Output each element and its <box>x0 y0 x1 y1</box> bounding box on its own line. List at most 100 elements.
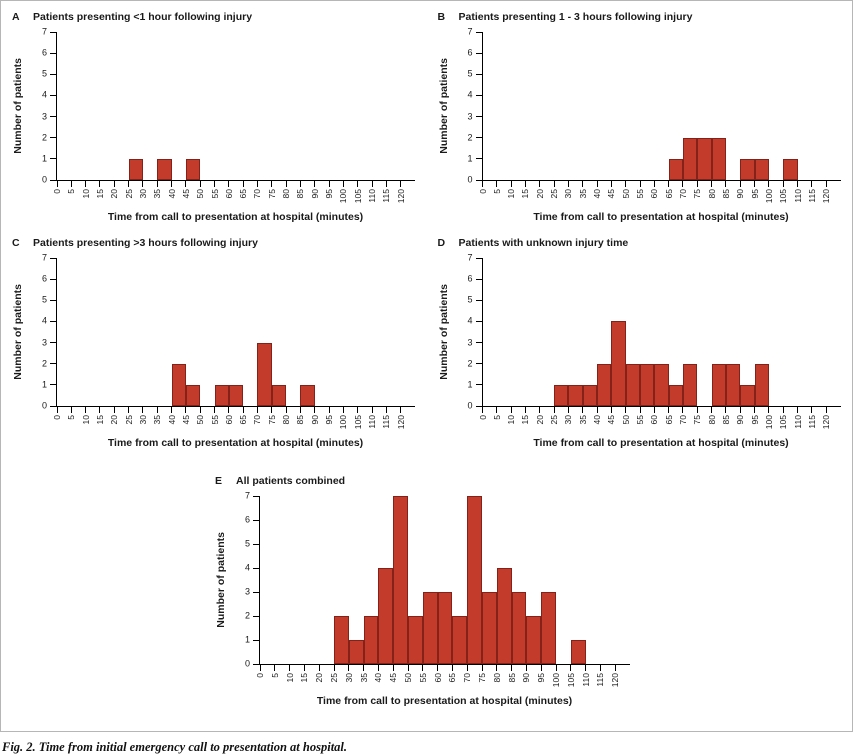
x-tick <box>199 407 201 413</box>
x-tick-label: 50 <box>620 189 631 199</box>
x-tick-label: 120 <box>609 673 620 688</box>
panel-a-title: A Patients presenting <1 hour following i… <box>12 11 427 23</box>
x-tick-label: 45 <box>180 189 191 199</box>
x-tick-label: 55 <box>209 189 220 199</box>
x-tick <box>318 665 320 671</box>
x-tick <box>653 181 655 187</box>
x-tick-label: 50 <box>620 415 631 425</box>
x-tick <box>371 181 373 187</box>
x-tick <box>333 665 335 671</box>
x-tick-label: 30 <box>563 189 574 199</box>
x-tick-label: 95 <box>749 415 760 425</box>
x-tick <box>371 407 373 413</box>
y-tick <box>50 31 56 33</box>
y-tick <box>253 663 259 665</box>
x-tick-label: 40 <box>373 673 384 683</box>
x-tick <box>70 407 72 413</box>
y-tick-label: 7 <box>41 26 47 37</box>
x-tick-label: 85 <box>720 189 731 199</box>
x-tick-label: 95 <box>535 673 546 683</box>
panel-d-ylabel-col: Number of patients <box>436 258 452 406</box>
histogram-bar <box>568 384 583 406</box>
x-tick <box>299 407 301 413</box>
x-tick <box>725 181 727 187</box>
figure-row-1: A Patients presenting <1 hour following i… <box>1 11 852 223</box>
x-tick <box>653 407 655 413</box>
y-tick-label: 2 <box>467 132 473 143</box>
x-tick <box>739 181 741 187</box>
x-tick <box>797 407 799 413</box>
x-tick <box>596 407 598 413</box>
y-axis-label: Number of patients <box>437 58 450 154</box>
panel-c-ylabel-col: Number of patients <box>10 258 26 406</box>
x-tick-label: 75 <box>692 189 703 199</box>
y-axis-label: Number of patients <box>437 284 450 380</box>
x-tick-label: 95 <box>323 415 334 425</box>
x-tick-label: 15 <box>94 189 105 199</box>
x-tick-label: 120 <box>820 415 831 430</box>
x-tick-label: 65 <box>663 189 674 199</box>
x-tick <box>510 181 512 187</box>
x-tick <box>363 665 365 671</box>
x-tick-label: 10 <box>80 415 91 425</box>
x-tick <box>113 181 115 187</box>
x-tick <box>113 407 115 413</box>
histogram-bar <box>725 363 741 406</box>
panel-b-plotwrap: 0 1 2 3 4 5 6 7 0 5 10 15 20 25 30 35 40 45 50 55 60 65 70 75 80… <box>467 27 841 223</box>
histogram-bar <box>754 158 769 180</box>
y-tick-label: 4 <box>467 315 473 326</box>
y-tick-label: 4 <box>244 562 250 573</box>
x-tick <box>585 665 587 671</box>
panel-e-title: E All patients combined <box>215 475 630 487</box>
histogram-bar <box>625 363 640 406</box>
x-tick-label: 80 <box>706 189 717 199</box>
x-tick <box>555 665 557 671</box>
x-tick <box>171 181 173 187</box>
histogram-bar <box>363 616 379 664</box>
x-tick-label: 115 <box>595 673 606 687</box>
y-tick <box>475 73 482 75</box>
x-tick-label: 65 <box>447 673 458 683</box>
x-tick-label: 115 <box>806 415 817 429</box>
histogram-plot-b: 0 1 2 3 4 5 6 7 0 5 10 15 20 25 30 35 40 45 50 55 60 65 70 75 80… <box>467 27 841 203</box>
x-tick-label: 105 <box>352 189 363 204</box>
x-tick-label: 20 <box>534 189 545 199</box>
x-tick-label: 30 <box>343 673 354 683</box>
x-tick-label: 45 <box>180 415 191 425</box>
histogram-bar <box>668 384 683 406</box>
x-tick-label: 35 <box>151 415 162 425</box>
panel-b-chart: Number of patients 0 1 2 3 4 5 6 7 0 5 10 15 20 25 30 3… <box>436 27 853 223</box>
x-tick-label: 0 <box>51 189 62 194</box>
histogram-bar <box>597 363 612 406</box>
x-tick <box>85 407 87 413</box>
panel-a: A Patients presenting <1 hour following i… <box>1 11 427 223</box>
x-tick <box>567 407 569 413</box>
figure-caption: Fig. 2. Time from initial emergency call… <box>2 740 348 754</box>
x-tick-label: 80 <box>280 415 291 425</box>
histogram-bar <box>171 363 186 406</box>
x-tick-label: 15 <box>94 415 105 425</box>
x-axis-label: Time from call to presentation at hospit… <box>533 211 789 223</box>
x-tick <box>539 181 541 187</box>
histogram-bar <box>228 384 244 406</box>
y-tick <box>253 495 259 497</box>
x-tick <box>754 181 756 187</box>
y-tick-label: 0 <box>467 174 473 185</box>
x-tick <box>768 407 770 413</box>
x-tick <box>328 181 330 187</box>
x-tick-label: 75 <box>476 673 487 683</box>
x-tick <box>496 665 498 671</box>
x-tick-label: 45 <box>387 673 398 683</box>
x-tick <box>496 407 498 413</box>
x-tick-label: 80 <box>491 673 502 683</box>
y-tick <box>475 299 482 301</box>
x-tick-label: 95 <box>749 189 760 199</box>
x-axis-label: Time from call to presentation at hospit… <box>316 695 573 707</box>
y-tick-label: 7 <box>467 252 473 263</box>
y-tick <box>475 31 482 33</box>
x-tick-label: 20 <box>534 415 545 425</box>
histogram-plot-a: 0 1 2 3 4 5 6 7 0 5 10 15 20 25 30 35 40 45 50 55 60 65 70 75 80… <box>42 27 415 203</box>
panel-d-plotwrap: 0 1 2 3 4 5 6 7 0 5 10 15 20 25 30 35 40 45 50 55 60 65 70 75 80… <box>467 253 841 449</box>
x-tick <box>400 181 402 187</box>
y-tick <box>50 342 56 344</box>
